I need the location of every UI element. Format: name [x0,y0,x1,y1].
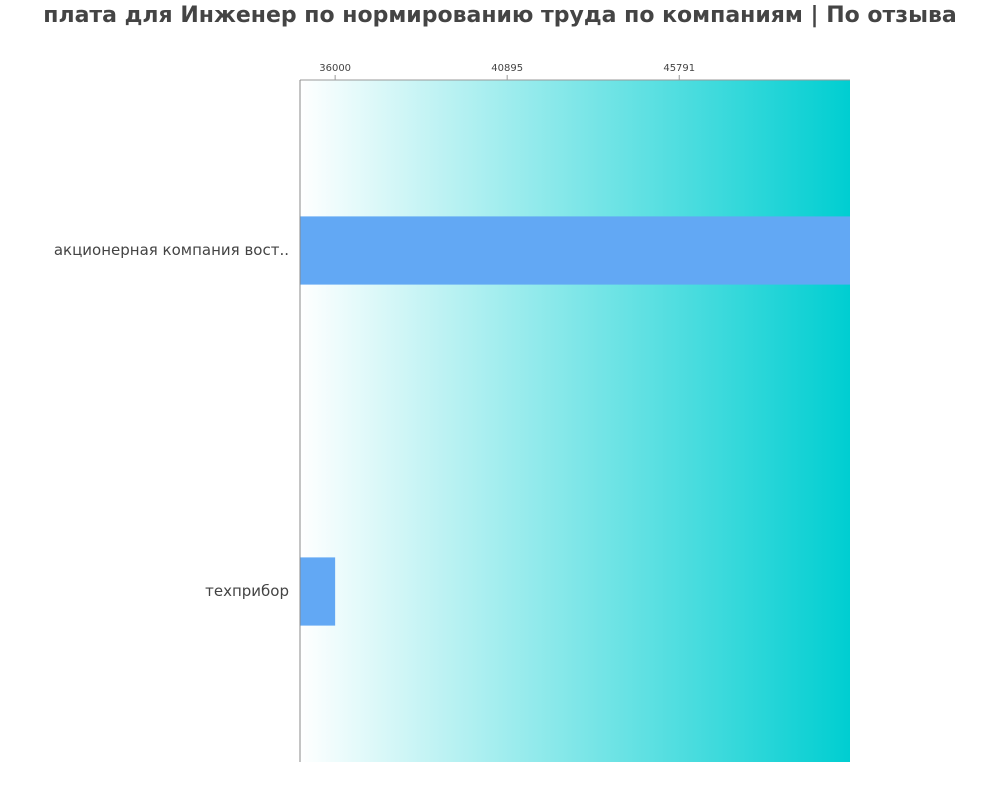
y-tick-label: акционерная компания вост.. [54,241,289,259]
x-tick-label: 45791 [663,63,695,74]
x-tick-label: 36000 [319,63,351,74]
plot-background [300,80,850,762]
bar [300,557,336,626]
x-tick-label: 40895 [491,63,523,74]
chart-title: плата для Инженер по нормированию труда … [43,3,957,28]
y-tick-label: техприбор [205,582,289,600]
bar [300,216,850,285]
